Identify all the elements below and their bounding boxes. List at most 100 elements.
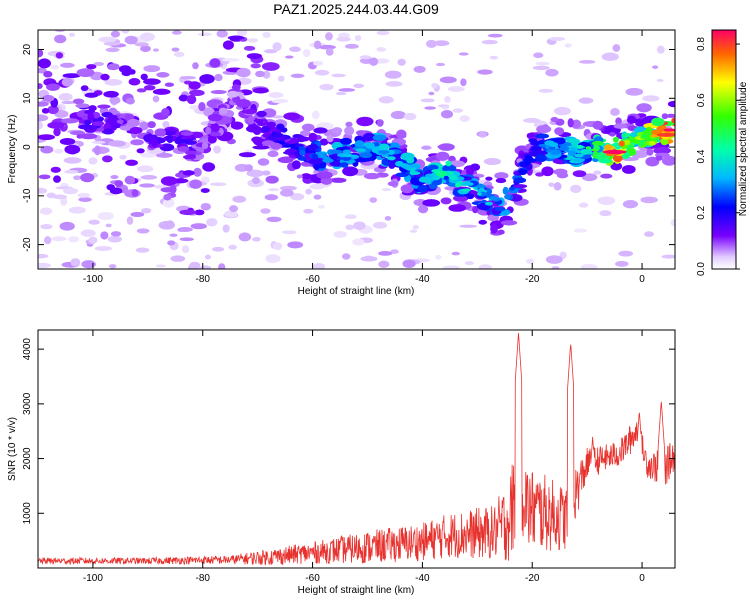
spectrogram-blob	[106, 117, 121, 126]
spectrogram-blob	[76, 68, 95, 78]
spectrogram-blob	[47, 105, 59, 115]
spectrogram-blob	[296, 174, 303, 179]
spectrogram-blob	[182, 154, 197, 160]
spectrogram-blob	[70, 258, 81, 267]
spectrogram-blob	[156, 72, 170, 78]
spectrogram-blob	[316, 171, 333, 179]
spectrogram-blob	[442, 265, 460, 269]
spectrogram-blob	[164, 82, 175, 87]
spectrogram-blob	[402, 259, 416, 269]
spectrogram-blob	[169, 184, 177, 194]
spectrogram-blob	[60, 183, 69, 188]
spectrogram-blob	[345, 224, 355, 231]
spectrogram-blob	[218, 107, 228, 115]
spectrogram-blob	[75, 103, 90, 109]
spectrogram-blob	[170, 255, 186, 262]
spectrogram-blob	[549, 149, 561, 155]
spectrogram-blob	[455, 183, 461, 188]
spectrogram-blob	[330, 149, 343, 154]
spectrogram-blob	[609, 131, 616, 137]
spectrogram-blob	[272, 42, 282, 52]
spectrogram-blob	[38, 134, 55, 141]
spectrogram-blob	[369, 197, 378, 203]
spectrogram-blob	[581, 173, 598, 182]
spectrogram-blob	[299, 149, 306, 156]
spectrogram-blob	[114, 180, 124, 187]
x-tick-label: -60	[305, 573, 320, 584]
spectrogram-blob	[363, 172, 381, 180]
spectrogram-blob	[94, 246, 112, 252]
spectrogram-blob	[444, 96, 451, 103]
spectrogram-blob	[285, 55, 294, 59]
spectrogram-blob	[395, 172, 409, 178]
spectrogram-blob	[179, 209, 197, 216]
spectrogram-blob	[385, 80, 403, 87]
spectrogram-blob	[178, 94, 189, 102]
x-tick-label: -80	[196, 274, 211, 285]
spectrogram-blob	[477, 69, 493, 75]
spectrogram-blob	[92, 121, 105, 127]
colorbar-tick-label: 0.8	[696, 37, 707, 51]
spectrogram-blob	[642, 95, 660, 102]
spectrogram-blob	[140, 73, 148, 81]
spectrogram-blob	[108, 140, 126, 147]
spectrogram-blob	[209, 182, 227, 187]
spectrogram-blob	[143, 65, 161, 73]
spectrogram-blob	[39, 207, 53, 215]
spectrogram-blob	[43, 70, 53, 78]
spectrogram-blob	[147, 121, 156, 129]
spectrogram-blob	[62, 73, 81, 79]
spectrogram-blob	[352, 238, 365, 246]
spectrogram-blob	[485, 176, 493, 181]
spectrogram-blob	[553, 106, 571, 116]
spectrogram-blob	[277, 75, 285, 82]
spectrogram-blob	[125, 97, 135, 105]
spectrogram-blob	[602, 149, 627, 154]
spectrogram-blob	[38, 187, 48, 194]
spectrogram-blob	[388, 162, 396, 169]
spectrogram-blob	[339, 137, 352, 145]
spectrogram-blob	[63, 157, 82, 164]
spectrogram-blob	[177, 226, 193, 233]
spectrogram-blob	[578, 202, 589, 208]
spectrogram-blob	[244, 164, 253, 172]
spectrogram-blob	[140, 32, 155, 42]
spectrogram-blob	[308, 158, 323, 165]
spectrogram-blob	[102, 155, 113, 163]
spectrogram-blob	[38, 114, 49, 122]
spectrogram-blob	[171, 30, 182, 35]
spectrogram-blob	[644, 231, 655, 237]
spectrogram-blob	[487, 33, 503, 38]
spectrogram-blob	[660, 138, 669, 146]
spectrogram-blob	[204, 254, 211, 260]
spectrogram-blob	[545, 145, 550, 149]
spectrogram-blob	[243, 45, 256, 51]
spectrogram-blob	[136, 228, 150, 234]
spectrogram-blob	[627, 147, 636, 155]
spectrogram-blob	[180, 75, 196, 80]
y-tick-label: -20	[22, 237, 33, 252]
spectrogram-blob	[64, 169, 79, 174]
y-tick-label: 4000	[22, 338, 33, 361]
spectrogram-blob	[280, 189, 294, 197]
spectrogram-blob	[513, 184, 528, 189]
spectrogram-blob	[526, 132, 535, 138]
spectrogram-blob	[378, 96, 394, 104]
spectrogram-blob	[161, 107, 170, 117]
spectrogram-blob	[384, 215, 392, 221]
spectrogram-blob	[618, 250, 634, 257]
spectrogram-blob	[438, 143, 455, 151]
spectrogram-blob	[97, 211, 114, 221]
spectrogram-blob	[526, 258, 535, 264]
spectrogram-blob	[110, 174, 119, 180]
spectrogram-blob	[355, 130, 367, 136]
spectrogram-blob	[252, 237, 261, 242]
spectrogram-blob	[633, 139, 640, 144]
spectrogram-blob	[218, 263, 226, 269]
spectrogram-blob	[160, 176, 178, 186]
spectrogram-blob	[261, 62, 280, 71]
spectrogram-blob	[325, 32, 333, 41]
spectrogram-blob	[70, 130, 86, 136]
spectrogram-blob	[272, 242, 283, 251]
